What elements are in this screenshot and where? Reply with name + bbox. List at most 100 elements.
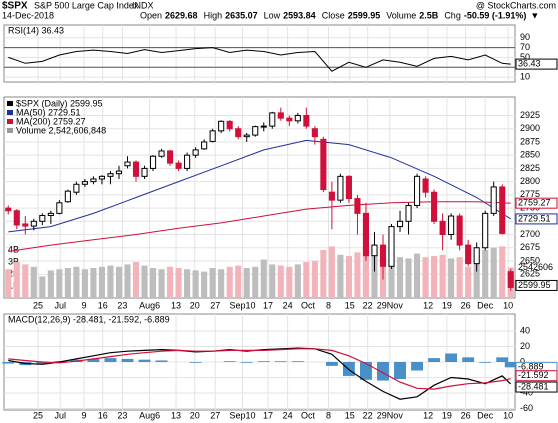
- y-tick-label: 2625: [520, 269, 540, 279]
- volume-bar: [431, 256, 438, 298]
- value-tag-text: -21.592: [518, 370, 549, 380]
- volume-bar: [243, 268, 250, 298]
- legend-swatch: [7, 110, 13, 115]
- candle-body: [379, 244, 387, 267]
- y-tick-label: -60: [520, 403, 533, 413]
- volume-bar: [473, 254, 480, 298]
- volume-bar: [396, 257, 404, 298]
- value-tag: [515, 213, 558, 225]
- quote-value: -50.59 (-1.91%): [464, 10, 527, 20]
- quote-label: High: [204, 10, 223, 20]
- x-tick-label: Sep10: [229, 300, 255, 310]
- x-tick-label: Oct: [301, 300, 316, 310]
- volume-bar: [184, 269, 191, 298]
- y-tick-label: 2800: [520, 176, 540, 186]
- candle-body: [422, 178, 429, 193]
- volume-bar: [456, 257, 463, 298]
- volume-tick-label: 3B: [8, 256, 19, 266]
- histogram-bar: [445, 353, 458, 362]
- rsi-line: [8, 47, 511, 72]
- volume-bar: [439, 254, 446, 298]
- candle-body: [465, 244, 472, 265]
- candle-body: [184, 154, 191, 169]
- x-tick-label: 29Nov: [377, 410, 404, 420]
- candle-body: [201, 141, 208, 150]
- volume-bar: [303, 262, 310, 298]
- volume-bar: [158, 269, 165, 298]
- volume-bar: [362, 248, 370, 298]
- volume-bar: [226, 266, 233, 298]
- candle-body: [158, 150, 165, 157]
- volume-bar: [269, 264, 276, 298]
- histogram-bar: [240, 362, 253, 363]
- volume-bar: [107, 265, 114, 298]
- candle-body: [175, 162, 182, 169]
- x-tick-label: 26: [461, 300, 471, 310]
- volume-bar: [39, 276, 46, 298]
- value-tag-text: 2729.51: [518, 213, 551, 223]
- histogram-bar: [394, 362, 406, 380]
- x-tick-label: 9: [82, 300, 87, 310]
- volume-bar: [328, 246, 335, 298]
- volume-bar: [414, 253, 421, 298]
- x-tick-label: Jul: [54, 300, 66, 310]
- quote-label: Chg: [444, 10, 461, 20]
- value-tag: [515, 381, 558, 393]
- histogram-bar: [291, 361, 304, 362]
- candle-body: [132, 161, 140, 177]
- histogram-bar: [479, 362, 492, 363]
- candle-body: [192, 149, 199, 156]
- volume-bar: [149, 268, 157, 298]
- histogram-bar: [36, 362, 49, 365]
- candle-body: [311, 128, 318, 138]
- volume-bar: [490, 247, 497, 298]
- volume-bar: [252, 266, 259, 298]
- histogram-bar: [496, 357, 509, 362]
- value-tag: [515, 197, 558, 209]
- candle-body: [64, 190, 71, 203]
- candle-body: [328, 191, 335, 201]
- legend-text: MA(200) 2759.27: [16, 116, 86, 126]
- x-tick-label: 12: [423, 410, 433, 420]
- histogram-bar: [121, 358, 134, 362]
- quote-label: Open: [140, 10, 162, 20]
- volume-bar: [311, 260, 318, 298]
- x-tick-label: 9: [82, 410, 87, 420]
- value-tag: [515, 58, 558, 70]
- volume-bar: [482, 250, 489, 298]
- volume-bar: [465, 266, 472, 298]
- x-tick-label: Sep10: [229, 410, 255, 420]
- volume-bar: [286, 266, 293, 298]
- candle-body: [354, 198, 361, 214]
- candle-body: [39, 214, 46, 222]
- candle-body: [456, 215, 463, 246]
- y-tick-label: 2700: [520, 229, 540, 239]
- volume-bar: [337, 254, 344, 298]
- volume-bar: [320, 250, 327, 298]
- volume-bar: [448, 258, 455, 298]
- y-tick-label: 2875: [520, 136, 540, 146]
- y-tick-label: 2675: [520, 242, 540, 252]
- y-tick-label: 2850: [520, 150, 540, 160]
- volume-bar: [115, 266, 123, 298]
- volume-bar: [209, 268, 216, 298]
- candle-body: [209, 130, 216, 142]
- y-tick-label: 50: [520, 52, 530, 62]
- x-tick-label: 23: [117, 300, 127, 310]
- x-tick-label: 12: [423, 300, 433, 310]
- volume-bar: [13, 262, 20, 298]
- volume-bar: [294, 264, 301, 298]
- candle-body: [167, 150, 174, 164]
- volume-bar: [22, 264, 29, 298]
- candle-body: [499, 186, 506, 234]
- candle-body: [30, 220, 37, 227]
- candle-body: [482, 212, 489, 249]
- x-tick-label: 27: [210, 300, 220, 310]
- candle-body: [235, 128, 242, 138]
- candle-body: [448, 215, 455, 236]
- candle-body: [107, 173, 114, 177]
- x-tick-label: 19: [442, 300, 452, 310]
- moving-average: [8, 139, 511, 233]
- legend-swatch: [7, 119, 13, 124]
- x-tick-label: Oct: [301, 410, 316, 420]
